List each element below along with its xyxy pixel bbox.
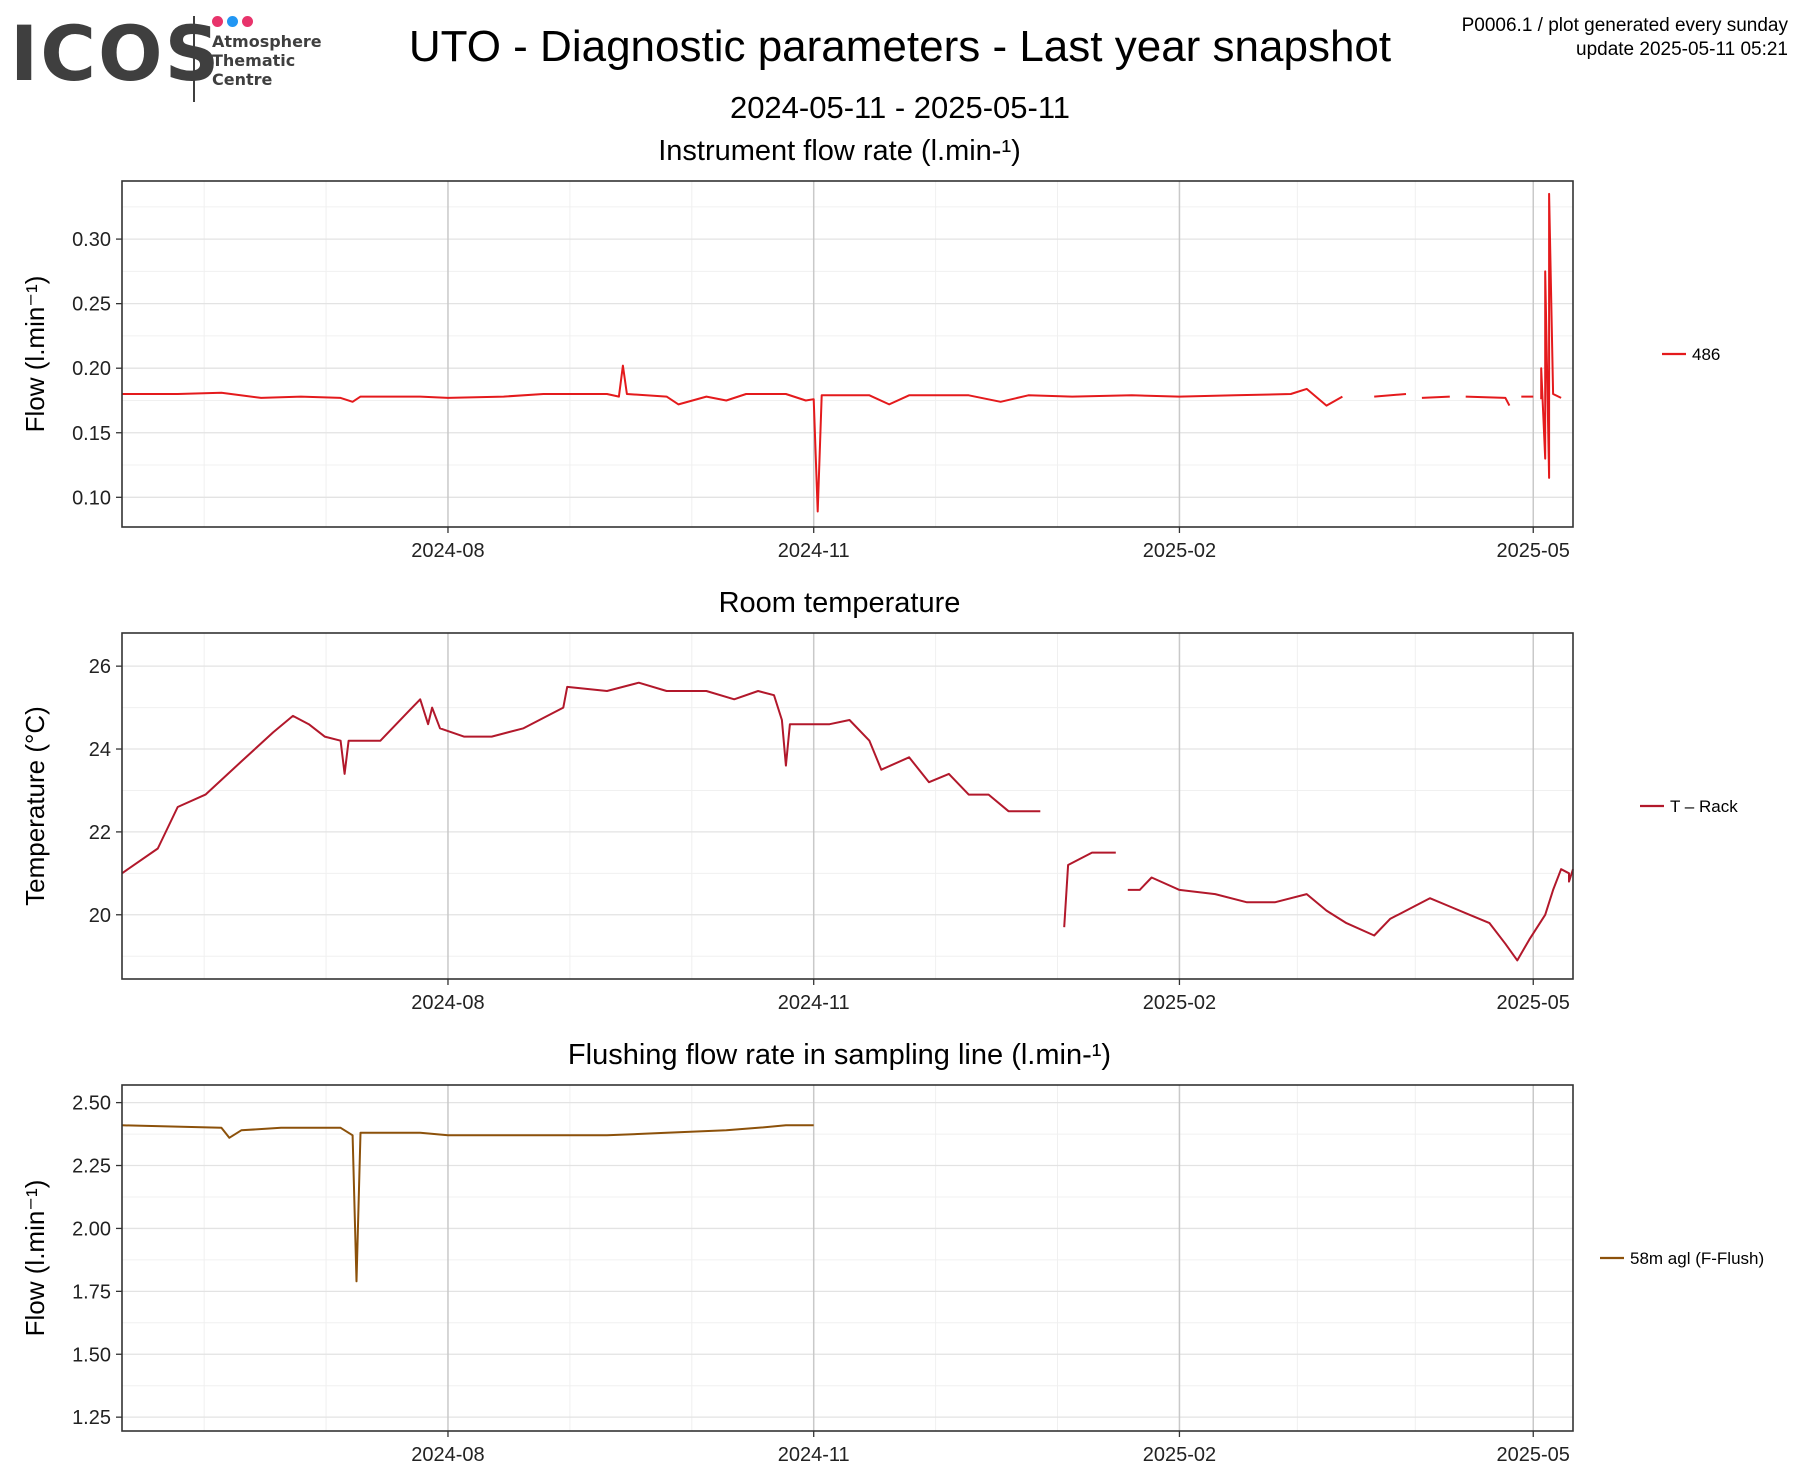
logo-dot-2 [227,16,238,27]
y-tick-label: 0.10 [72,487,111,509]
plot-frame [121,1084,1574,1432]
meta-generation-note: P0006.1 / plot generated every sunday [1461,15,1788,36]
y-tick-label: 26 [89,656,111,678]
x-tick-label: 2025-02 [1143,1444,1216,1466]
chart-panel-2: 20 22 24 26 2024-08 2024-11 2025-02 2025-05 T – … [20,587,1738,1014]
logo-line-3: Centre [212,70,273,89]
x-tick-label: 2025-05 [1497,1444,1570,1466]
series-line [121,1124,814,1283]
y-axis-label: Temperature (°C) [20,706,50,906]
y-tick-label: 1.25 [72,1407,111,1429]
legend-label: 486 [1692,345,1720,364]
legend-label: T – Rack [1670,797,1738,816]
y-tick-label: 0.15 [72,423,111,445]
date-range: 2024-05-11 - 2025-05-11 [729,90,1071,125]
chart-title: Room temperature [719,587,961,619]
logo-line-2: Thematic [212,51,296,70]
y-tick-label: 0.25 [72,294,111,316]
meta-update-time: update 2025-05-11 05:21 [1576,39,1788,60]
logo-dot-3 [242,16,253,27]
series-line [122,192,1562,513]
page-title: UTO - Diagnostic parameters - Last year … [408,22,1392,71]
y-axis-label: Flow (l.min⁻¹) [20,276,50,433]
x-tick-label: 2025-05 [1497,540,1570,562]
y-axis-label: Flow (l.min⁻¹) [20,1180,50,1337]
x-tick-label: 2025-02 [1143,540,1216,562]
y-tick-label: 2.50 [72,1093,111,1115]
y-tick-label: 0.30 [72,229,111,251]
x-tick-label: 2024-11 [778,1444,850,1466]
icos-logo-wordmark: ICOS [10,9,222,98]
plot-frame [121,180,1574,528]
plot-frame [121,632,1574,980]
x-tick-label: 2025-02 [1143,992,1216,1014]
x-tick-label: 2025-05 [1497,992,1570,1014]
x-tick-label: 2024-08 [411,540,484,562]
y-tick-label: 22 [89,822,111,844]
plot-meta: P0006.1 / plot generated every sunday up… [1462,14,1788,62]
y-tick-label: 1.50 [72,1344,111,1366]
chart-title: Flushing flow rate in sampling line (l.m… [568,1039,1111,1071]
x-tick-label: 2024-08 [411,1444,484,1466]
x-tick-label: 2024-08 [411,992,484,1014]
y-tick-label: 20 [89,905,111,927]
logo-subtitle: Atmosphere Thematic Centre [212,32,322,89]
y-tick-label: 1.75 [72,1281,111,1303]
y-tick-label: 2.25 [72,1156,111,1178]
y-tick-label: 24 [89,739,111,761]
series-line [121,681,1574,962]
chart-panel-3: 1.25 1.50 1.75 2.00 2.25 2.50 2024-08 2024-11 20… [20,1039,1764,1466]
y-tick-label: 0.20 [72,358,111,380]
logo-dot-1 [212,16,223,27]
x-tick-label: 2024-11 [778,540,850,562]
y-tick-label: 2.00 [72,1218,111,1240]
logo-line-1: Atmosphere [212,32,322,51]
legend-label: 58m agl (F-Flush) [1630,1249,1764,1268]
x-tick-label: 2024-11 [778,992,850,1014]
logo-divider [193,16,195,102]
chart-panel-1: 0.10 0.15 0.20 0.25 0.30 2024-08 2024-11 2025-0… [20,135,1720,562]
chart-title: Instrument flow rate (l.min-¹) [658,135,1021,167]
